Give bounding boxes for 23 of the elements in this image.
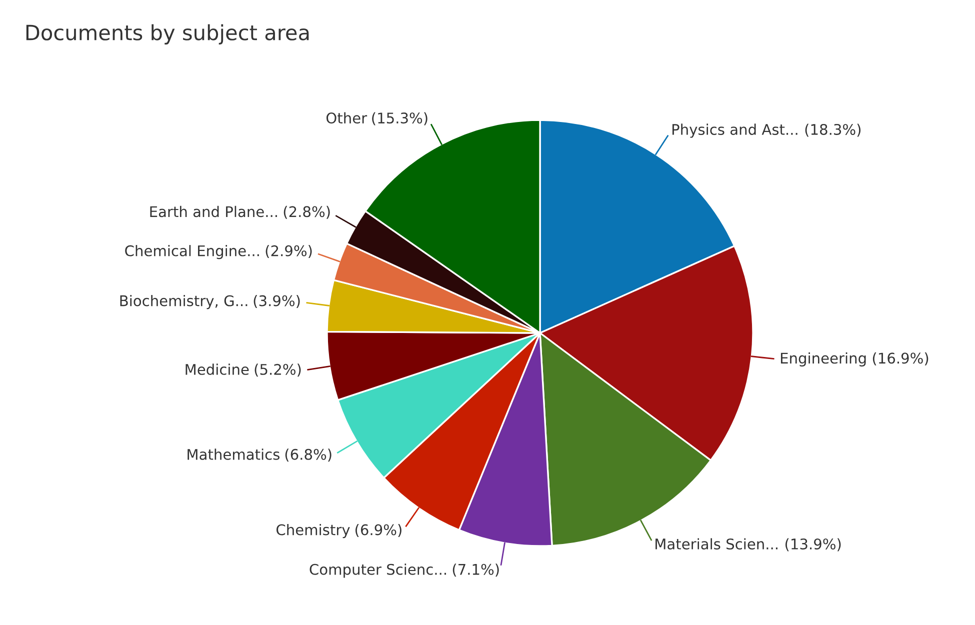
slice-label: Chemistry — [276, 524, 350, 538]
chart-title: Documents by subject area — [26, 24, 309, 44]
data-label: (2.8%) — [284, 206, 330, 219]
data-label: (5.2%) — [254, 364, 301, 377]
data-label: (16.9%) — [872, 352, 928, 366]
slice-label: Earth and Plane... — [150, 206, 277, 218]
data-label: (6.9%) — [355, 524, 402, 537]
slice-label: Engineering — [780, 352, 866, 367]
data-label: (15.3%) — [372, 112, 428, 126]
slice-label: Chemical Engine... — [125, 245, 259, 260]
slice-label: Physics and Ast... — [672, 124, 798, 138]
slice-label: Mathematics — [188, 448, 280, 460]
slice-label: Computer Scienc... — [310, 564, 446, 578]
slice-label: Other — [326, 112, 368, 124]
data-label: (18.3%) — [805, 124, 860, 137]
slice-label: Medicine — [186, 364, 249, 375]
data-label: (7.1%) — [452, 564, 499, 577]
data-label: (2.9%) — [266, 245, 312, 258]
data-label: (3.9%) — [254, 295, 300, 308]
slice-label: Biochemistry, G... — [120, 294, 248, 310]
data-label: (6.8%) — [285, 448, 332, 462]
data-label: (13.9%) — [785, 538, 841, 552]
slice-label: Materials Scien... — [656, 538, 778, 550]
